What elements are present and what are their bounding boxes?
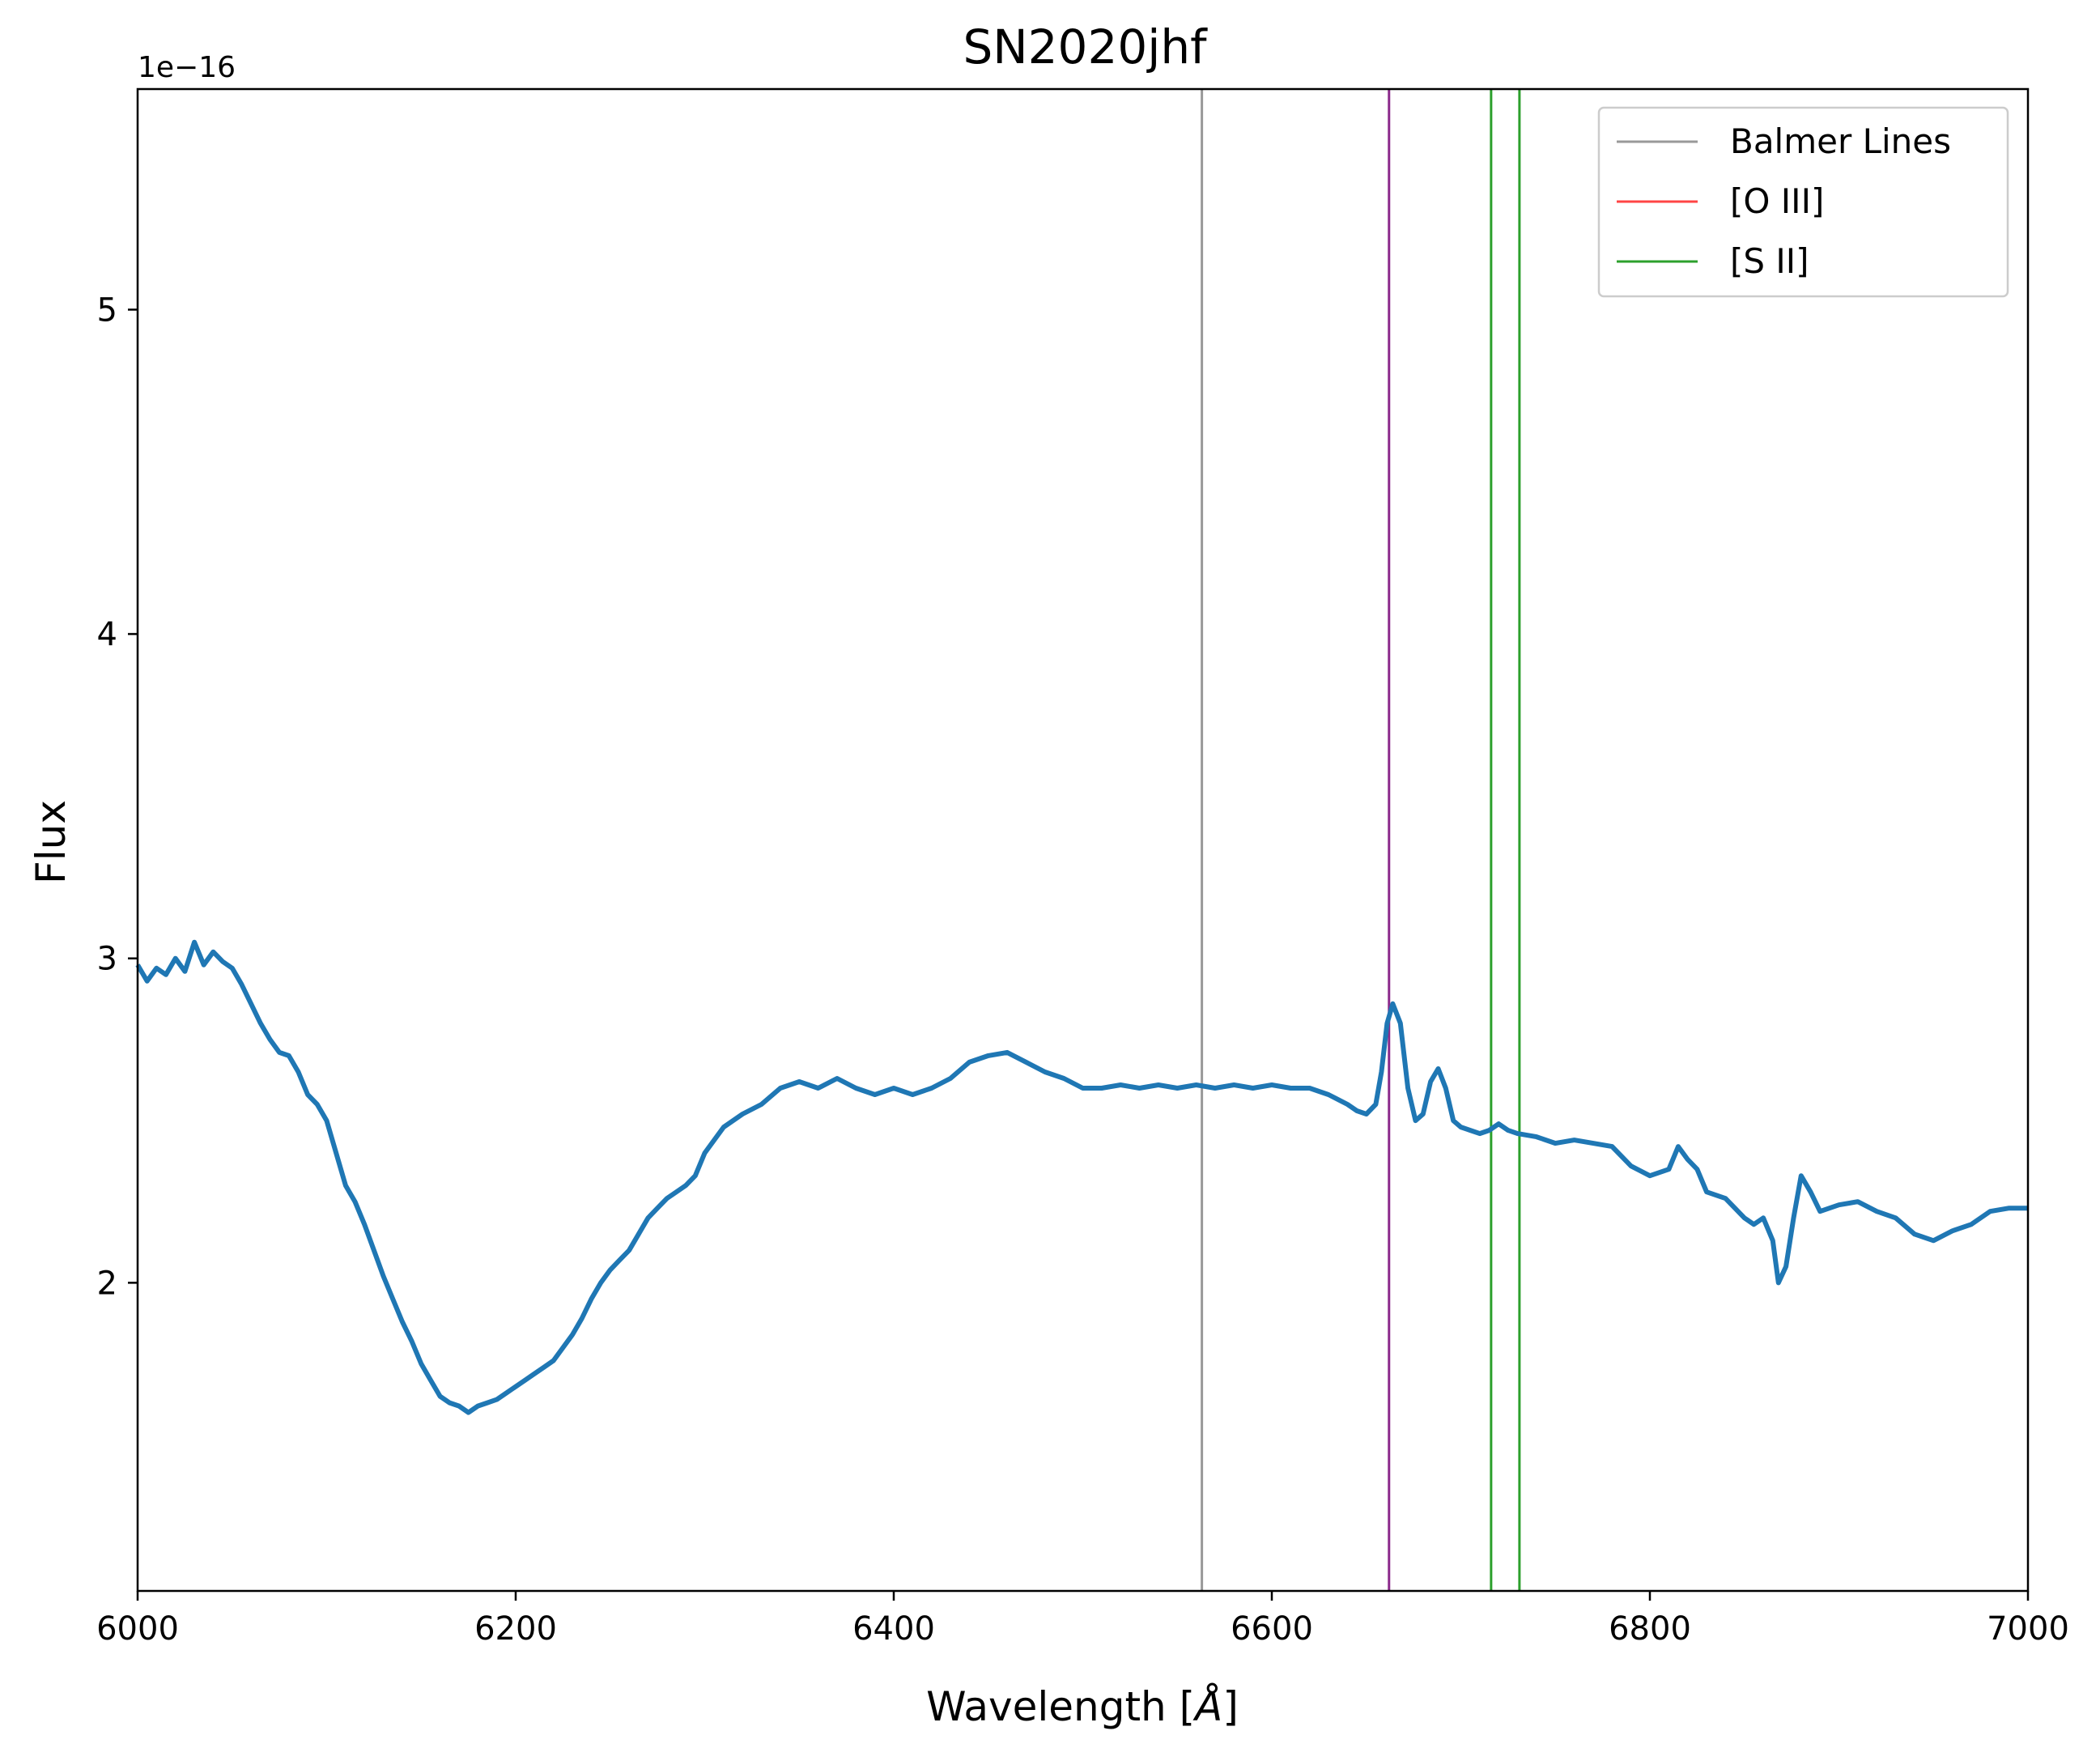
legend-label-1: [O III] [1730, 181, 1824, 221]
chart-title: SN2020jhf [963, 19, 1208, 74]
y-tick-label-0: 2 [97, 1265, 117, 1302]
x-axis-label: Wavelength [Å] [926, 1683, 1239, 1730]
x-tick-label-3: 6600 [1231, 1610, 1313, 1648]
legend-box [1597, 106, 2009, 298]
legend: Balmer Lines [O III] [S II] [1597, 106, 2009, 298]
x-tick-label-2: 6400 [852, 1610, 935, 1648]
x-tick-label-0: 6000 [96, 1610, 179, 1648]
y-offset-label: 1e−16 [138, 51, 236, 84]
legend-label-0: Balmer Lines [1730, 121, 1951, 161]
plot-frame [136, 87, 2030, 1593]
y-tick-label-1: 3 [97, 941, 117, 978]
x-tick-label-4: 6800 [1609, 1610, 1691, 1648]
y-axis-ticks: 2 3 4 5 [97, 291, 138, 1302]
x-axis-label-close: ] [1222, 1683, 1239, 1730]
legend-items: Balmer Lines [O III] [S II] [1617, 121, 1951, 281]
legend-label-2: [S II] [1730, 241, 1809, 281]
x-tick-label-5: 7000 [1987, 1610, 2069, 1648]
series-flux-line [135, 939, 2028, 1415]
x-tick-label-1: 6200 [474, 1610, 557, 1648]
reference-lines [1201, 89, 1521, 1591]
y-tick-label-3: 5 [97, 291, 117, 329]
y-tick-label-2: 4 [97, 616, 117, 653]
y-axis-label: Flux [28, 800, 74, 884]
x-axis-label-text: Wavelength [ [926, 1683, 1195, 1730]
x-axis-label-unit: Å [1192, 1683, 1222, 1730]
x-axis-ticks: 6000 6200 6400 6600 6800 7000 [96, 1591, 2069, 1648]
